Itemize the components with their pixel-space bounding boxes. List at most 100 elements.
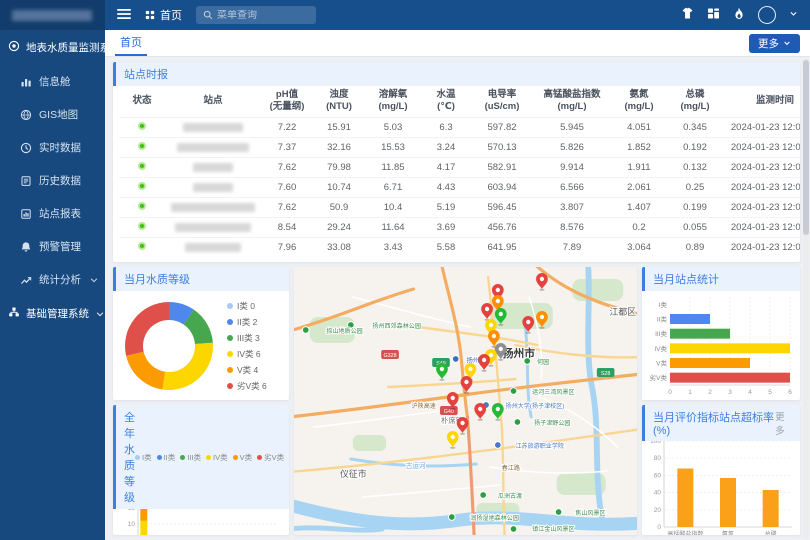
poi-icon [494,441,502,449]
road-badge: G40 [440,406,458,415]
station-marker[interactable] [446,431,459,449]
menu-search-box[interactable] [196,6,316,24]
svg-text:高锰酸盐指数: 高锰酸盐指数 [667,530,703,535]
station-marker[interactable] [474,403,487,421]
legend-item[interactable]: 劣V类 6 [227,380,267,392]
station-marker[interactable] [536,311,548,329]
cell-value: 32.16 [313,136,365,158]
sidebar-item-label: 信息舱 [39,76,71,88]
column-header: pH值 (无量纲) [269,89,305,113]
status-dot [138,241,146,250]
station-marker[interactable] [522,316,535,334]
legend-item[interactable]: V类 [232,452,252,463]
cell-value: 5.826 [533,136,611,158]
column-header: 监测时间 [755,95,794,107]
sidebar-item-realtime[interactable]: 实时数据 [0,131,105,164]
svg-text:15: 15 [128,509,136,512]
cell-value: 8.576 [533,216,611,238]
svg-text:40: 40 [654,490,662,497]
station-name-redacted [193,162,233,172]
search-input[interactable] [217,9,303,21]
sidebar-group-base-admin[interactable]: 基础管理系统 [0,296,105,331]
legend-item[interactable]: I类 0 [227,300,267,312]
sidebar-item-stats[interactable]: 统计分析 [0,263,105,296]
panel-title: 站点时报 [124,69,168,81]
legend-item[interactable]: II类 2 [227,316,267,328]
chevron-down-icon[interactable] [789,9,798,21]
stacked-bar-chart: 0510152025123456789101112 [128,509,278,535]
app-logo [0,0,105,30]
station-marker[interactable] [536,273,548,291]
legend-item[interactable]: V类 4 [227,364,267,376]
road-badge: S28 [596,368,615,377]
cell-value: 2024-01-23 12:00:00 [723,136,800,158]
sidebar-item-report[interactable]: 站点报表 [0,197,105,230]
cell-value: 10.74 [313,176,365,198]
cell-value: 2024-01-23 12:00:00 [723,116,800,138]
station-name-redacted [193,182,233,192]
station-marker[interactable] [481,303,493,321]
more-button[interactable]: 更多 [749,33,800,53]
cell-value: 596.45 [471,196,533,218]
dashboard-icon [21,78,31,86]
panel-more-link[interactable]: 更多 [775,412,785,437]
cell-value: 7.37 [261,136,313,158]
breadcrumb[interactable]: 首页 [145,7,182,23]
cell-value: 3.064 [611,236,667,258]
theme-icon[interactable] [681,7,694,23]
user-avatar[interactable] [758,6,776,24]
legend-item[interactable]: III类 [180,452,201,463]
legend-item[interactable]: I类 [135,452,152,463]
sidebar-group-surface-water[interactable]: 地表水质量监测系统 [0,30,105,65]
legend-item[interactable]: IV类 [206,452,228,463]
monthly-station-stats-panel: 当月站点统计 0 1 2 3 4 5 6 I类 II类 III类 IV类 V类 劣V类 [642,267,800,400]
cell-value: 11.85 [365,156,421,178]
cell-value: 2024-01-23 12:00:00 [723,196,800,218]
legend-item[interactable]: III类 3 [227,332,267,344]
station-name-redacted [171,202,255,212]
cell-value: 3.43 [365,236,421,258]
scrollbar-thumb[interactable] [803,60,809,235]
map-label: 仪征市 [340,468,367,479]
cell-value: 7.62 [261,196,313,218]
search-icon [203,10,213,20]
table-header: 状态 站点 pH值 (无量纲) 浊度 (NTU) 溶解氧 (mg/L) 水温 (℃) 电导率 (uS/… [119,86,800,117]
sidebar-item-alert[interactable]: 预警管理 [0,230,105,263]
station-marker[interactable] [446,392,459,410]
tab-home[interactable]: 首页 [115,30,147,56]
station-marker[interactable] [494,308,507,326]
vbar-chart: 0 20 40 60 80 100 高锰酸盐指数 氨氮 总磷 [650,441,792,535]
map-label: 春江路 [502,464,520,472]
gis-map[interactable]: G40G328S49S28扬州市江都区仪征市朴席镇扬州西郊森林公园捺山地质公园运… [294,267,637,535]
cell-value: 0.192 [667,136,723,158]
svg-text:4: 4 [748,389,752,396]
legend-item[interactable]: II类 [156,452,175,463]
svg-text:10: 10 [128,521,136,528]
station-marker[interactable] [494,343,507,361]
column-header: 水温 (℃) [436,89,456,113]
page-scrollbar[interactable] [803,58,809,538]
cell-value: 1.852 [611,136,667,158]
legend-item[interactable]: 劣V类 [257,452,284,463]
station-marker[interactable] [488,330,500,348]
flame-icon[interactable] [733,7,745,23]
station-marker[interactable] [460,376,473,394]
sidebar-group-label: 基础管理系统 [26,308,89,320]
column-header: 氨氮 (mg/L) [624,89,654,113]
hamburger-menu-icon[interactable] [117,8,131,23]
map-canvas[interactable]: G40G328S49S28扬州市江都区仪征市朴席镇扬州西郊森林公园捺山地质公园运… [294,267,637,535]
sidebar-item-gis[interactable]: GIS地图 [0,98,105,131]
legend-item[interactable]: IV类 6 [227,348,267,360]
sidebar-item-info[interactable]: 信息舱 [0,65,105,98]
station-marker[interactable] [491,403,504,421]
chevron-down-icon [89,275,99,285]
cell-value: 3.807 [533,196,611,218]
sidebar-item-history[interactable]: 历史数据 [0,164,105,197]
station-marker[interactable] [436,363,448,381]
layout-icon[interactable] [707,7,720,23]
station-marker[interactable] [456,417,469,435]
poi-icon [451,355,460,363]
station-marker[interactable] [478,354,490,372]
cell-value: 7.62 [261,156,313,178]
station-table: 状态 站点 pH值 (无量纲) 浊度 (NTU) 溶解氧 (mg/L) 水温 (℃) 电导率 (uS/… [119,86,800,258]
